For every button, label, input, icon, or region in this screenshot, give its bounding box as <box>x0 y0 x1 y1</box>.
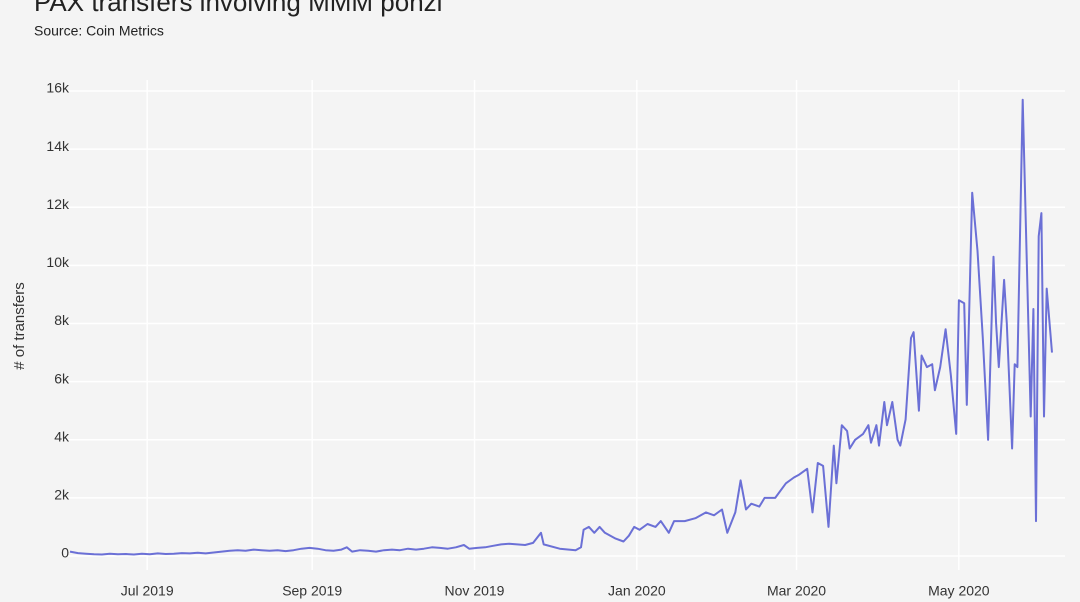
x-tick-label: Mar 2020 <box>767 583 826 599</box>
data-line <box>69 98 1053 556</box>
y-tick-label: 0 <box>61 545 69 561</box>
x-tick-label: May 2020 <box>928 583 990 599</box>
y-tick-label: 12k <box>46 196 70 212</box>
y-tick-label: 6k <box>54 370 70 386</box>
x-tick-label: Jul 2019 <box>121 583 174 599</box>
y-tick-label: 16k <box>46 80 70 96</box>
y-tick-label: 4k <box>54 428 70 444</box>
y-axis-label: # of transfers <box>11 282 28 370</box>
y-tick-label: 2k <box>54 487 70 503</box>
y-tick-label: 8k <box>54 312 70 328</box>
chart-subtitle: Source: Coin Metrics <box>34 23 164 39</box>
chart-title: PAX transfers involving MMM ponzi <box>34 0 442 17</box>
x-tick-label: Nov 2019 <box>445 583 505 599</box>
x-tick-label: Sep 2019 <box>282 583 342 599</box>
y-tick-label: 10k <box>46 254 70 270</box>
x-tick-label: Jan 2020 <box>608 583 666 599</box>
y-tick-label: 14k <box>46 138 70 154</box>
